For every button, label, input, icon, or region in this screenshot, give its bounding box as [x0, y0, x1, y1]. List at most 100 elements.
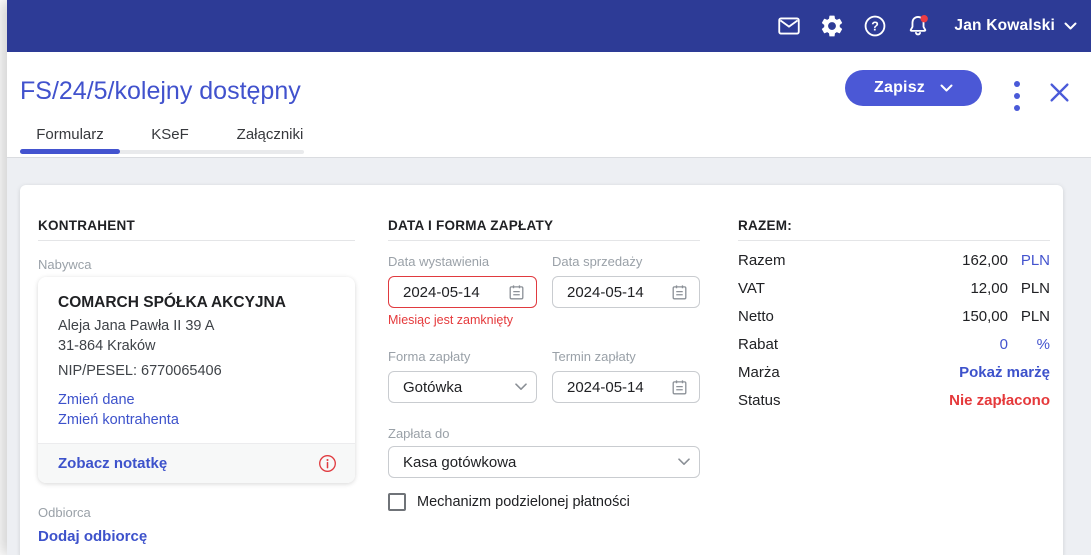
payment-row-form: Forma zapłaty Gotówka Termin zapłaty 202… — [388, 349, 700, 403]
summary-row-marza: Marża Pokaż marżę — [738, 358, 1050, 386]
buyer-address-line1: Aleja Jana Pawła II 39 A — [58, 318, 215, 334]
show-margin-link[interactable]: Pokaż marżę — [959, 363, 1050, 381]
buyer-address: Aleja Jana Pawła II 39 A 31-864 Kraków — [58, 317, 335, 356]
more-options-button[interactable] — [1007, 76, 1027, 116]
summary-row-vat: VAT 12,00 PLN — [738, 274, 1050, 302]
summary-row-status: Status Nie zapłacono — [738, 386, 1050, 414]
sale-date-input[interactable]: 2024-05-14 — [552, 276, 700, 308]
kebab-dot — [1014, 105, 1020, 111]
summary-value: 162,00 — [962, 251, 1008, 269]
discount-value[interactable]: 0 — [999, 335, 1008, 353]
summary-rows: Razem 162,00 PLN VAT 12,00 PLN Netto 150… — [738, 246, 1050, 414]
sale-date-value: 2024-05-14 — [567, 283, 644, 301]
user-menu[interactable]: Jan Kowalski — [954, 17, 1077, 35]
issue-date-label: Data wystawienia — [388, 254, 490, 269]
form-sheet: KONTRAHENT Nabywca COMARCH SPÓŁKA AKCYJN… — [20, 185, 1063, 555]
summary-unit: PLN — [1020, 279, 1050, 297]
payment-form-value: Gotówka — [403, 378, 463, 396]
chevron-down-icon — [1064, 22, 1077, 31]
payment-form-field-group: Forma zapłaty Gotówka — [388, 349, 537, 403]
close-button[interactable] — [1046, 79, 1072, 105]
add-recipient-link[interactable]: Dodaj odbiorcę — [38, 528, 148, 545]
summary-value: 12,00 — [970, 279, 1008, 297]
summary-label: Marża — [738, 363, 780, 381]
buyer-address-line2: 31-864 Kraków — [58, 337, 156, 354]
chevron-down-icon — [678, 458, 690, 466]
active-tab-indicator — [20, 149, 120, 154]
due-date-input[interactable]: 2024-05-14 — [552, 371, 700, 403]
summary-section-title: RAZEM: — [738, 218, 792, 233]
mail-icon[interactable] — [776, 13, 802, 39]
summary-label: Razem — [738, 251, 786, 269]
section-rule — [388, 240, 700, 241]
payment-status-badge: Nie zapłacono — [949, 391, 1050, 409]
sale-date-field-group: Data sprzedaży 2024-05-14 — [552, 254, 700, 328]
split-payment-row: Mechanizm podzielonej płatności — [388, 493, 700, 511]
issue-date-input[interactable]: 2024-05-14 — [388, 276, 537, 308]
buyer-label: Nabywca — [38, 257, 92, 272]
tab-zalaczniki[interactable]: Załączniki — [220, 121, 320, 147]
chevron-down-icon — [515, 383, 527, 391]
save-button[interactable]: Zapisz — [845, 70, 982, 106]
due-date-value: 2024-05-14 — [567, 378, 644, 396]
summary-section: RAZEM: Razem 162,00 PLN VAT 12,00 PLN Ne… — [738, 218, 1050, 414]
summary-label: Status — [738, 391, 781, 409]
buyer-links: Zmień dane Zmień kontrahenta — [58, 390, 335, 430]
notifications-icon[interactable] — [905, 13, 931, 39]
summary-label: Rabat — [738, 335, 779, 353]
kebab-dot — [1014, 81, 1020, 87]
buyer-card-footer: Zobacz notatkę — [38, 443, 355, 483]
kontrahent-section: KONTRAHENT Nabywca COMARCH SPÓŁKA AKCYJN… — [38, 218, 355, 546]
note-info-icon[interactable] — [318, 454, 337, 473]
calendar-icon[interactable] — [669, 282, 690, 303]
issue-date-error: Miesiąc jest zamknięty — [388, 313, 514, 327]
save-button-label: Zapisz — [874, 79, 925, 96]
settings-icon[interactable] — [819, 13, 845, 39]
payment-row-dates: Data wystawienia 2024-05-14 Miesiąc jest… — [388, 254, 700, 328]
user-name: Jan Kowalski — [954, 17, 1055, 34]
kebab-dot — [1014, 93, 1020, 99]
summary-label: Netto — [738, 307, 774, 325]
sale-date-label: Data sprzedaży — [552, 254, 643, 269]
due-date-label: Termin zapłaty — [552, 349, 636, 364]
buyer-tax-id: NIP/PESEL: 6770065406 — [58, 363, 222, 379]
discount-unit: % — [1036, 335, 1050, 353]
tab-track — [20, 150, 304, 154]
payment-section: DATA I FORMA ZAPŁATY Data wystawienia 20… — [388, 218, 700, 511]
payment-section-title: DATA I FORMA ZAPŁATY — [388, 218, 554, 233]
calendar-icon[interactable] — [506, 282, 527, 303]
change-contractor-link[interactable]: Zmień kontrahenta — [58, 412, 179, 428]
payment-form-label: Forma zapłaty — [388, 349, 471, 364]
svg-text:?: ? — [872, 19, 880, 33]
summary-row-razem: Razem 162,00 PLN — [738, 246, 1050, 274]
buyer-name: COMARCH SPÓŁKA AKCYJNA — [58, 294, 286, 311]
pay-to-value: Kasa gotówkowa — [403, 453, 517, 471]
pay-to-label: Zapłata do — [388, 426, 450, 441]
section-rule — [38, 240, 355, 241]
help-icon[interactable]: ? — [862, 13, 888, 39]
due-date-field-group: Termin zapłaty 2024-05-14 — [552, 349, 700, 403]
summary-row-rabat: Rabat 0 % — [738, 330, 1050, 358]
see-note-link[interactable]: Zobacz notatkę — [58, 455, 168, 472]
summary-value: 150,00 — [962, 307, 1008, 325]
section-rule — [738, 240, 1050, 241]
summary-label: VAT — [738, 279, 765, 297]
notification-badge — [920, 15, 929, 23]
recipient-label: Odbiorca — [38, 505, 91, 520]
split-payment-checkbox[interactable] — [388, 493, 406, 511]
currency-selector[interactable]: PLN — [1020, 251, 1050, 269]
save-dropdown-chevron-icon[interactable] — [940, 84, 953, 93]
issue-date-value: 2024-05-14 — [403, 283, 480, 301]
payment-form-select[interactable]: Gotówka — [388, 371, 537, 403]
tab-ksef[interactable]: KSeF — [120, 121, 220, 147]
change-data-link[interactable]: Zmień dane — [58, 392, 135, 408]
pay-to-select[interactable]: Kasa gotówkowa — [388, 446, 700, 478]
summary-unit: PLN — [1020, 307, 1050, 325]
issue-date-field-group: Data wystawienia 2024-05-14 Miesiąc jest… — [388, 254, 537, 328]
calendar-icon[interactable] — [669, 377, 690, 398]
tab-formularz[interactable]: Formularz — [20, 121, 120, 147]
buyer-card-body: COMARCH SPÓŁKA AKCYJNA Aleja Jana Pawła … — [38, 277, 355, 443]
topbar: ? Jan Kowalski — [7, 0, 1091, 52]
buyer-card: COMARCH SPÓŁKA AKCYJNA Aleja Jana Pawła … — [38, 277, 355, 483]
